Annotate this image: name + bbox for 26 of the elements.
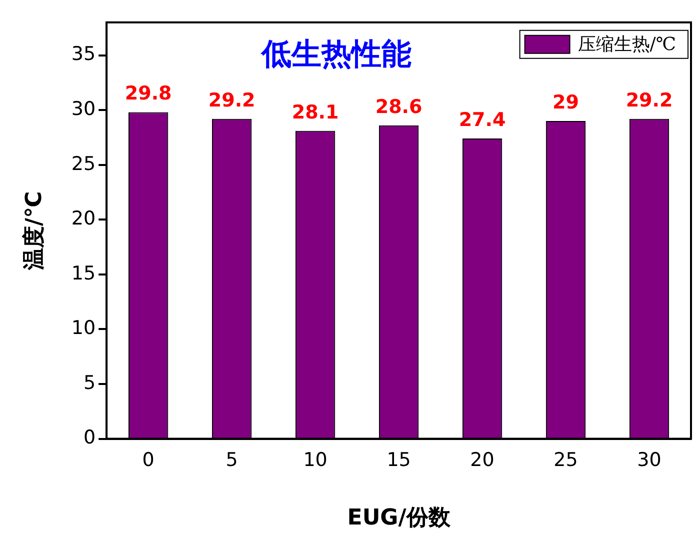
x-tick-label: 15	[386, 449, 411, 472]
x-tick-label: 0	[142, 449, 154, 472]
data-label: 29.2	[626, 89, 673, 112]
y-tick-label: 10	[71, 317, 96, 340]
data-label: 29.8	[124, 82, 172, 105]
data-label: 28.1	[292, 101, 339, 124]
x-tick-label: 20	[470, 449, 494, 472]
text: 低生热性能	[260, 37, 412, 72]
legend-label: 压缩生热/℃	[578, 34, 676, 56]
y-tick-label: 30	[71, 98, 96, 120]
data-label: 29	[552, 91, 579, 114]
data-label: 29.2	[208, 89, 256, 112]
y-tick-label: 20	[71, 208, 96, 230]
data-label: 27.4	[458, 108, 506, 131]
y-axis-title: 温度/℃	[20, 191, 47, 271]
y-tick-label: 15	[71, 262, 96, 284]
y-tick-label: 35	[71, 43, 96, 66]
x-tick-label: 25	[554, 449, 578, 472]
y-tick-label: 5	[83, 372, 96, 394]
y-tick-label: 25	[71, 152, 96, 175]
y-tick-label: 0	[83, 426, 96, 449]
x-tick-label: 30	[637, 449, 662, 472]
x-axis-title: EUG/份数	[347, 506, 452, 531]
x-tick-label: 10	[303, 449, 328, 472]
data-label: 28.6	[375, 96, 422, 118]
x-tick-label: 5	[226, 449, 238, 472]
